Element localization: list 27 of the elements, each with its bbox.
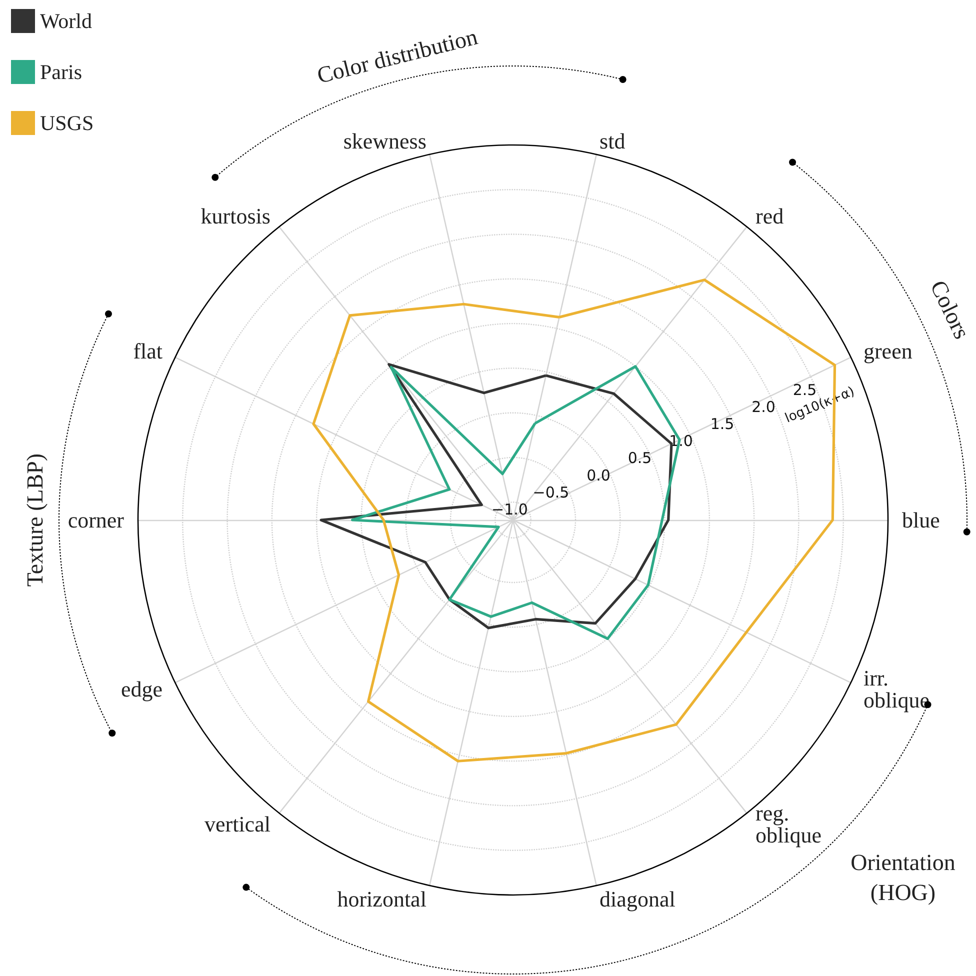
spoke-label: red xyxy=(756,203,784,228)
y-tick-label: 0.0 xyxy=(586,466,610,484)
spoke-label: std xyxy=(600,128,626,154)
spoke-label: blue xyxy=(902,508,940,532)
spoke-label: corner xyxy=(68,508,125,532)
y-tick-label: 0.5 xyxy=(628,449,652,468)
y-tick-label: 2.0 xyxy=(752,398,776,416)
spoke-label: flat xyxy=(133,338,163,364)
text: Texture (LBP) xyxy=(22,453,48,587)
y-tick-label: 1.5 xyxy=(710,415,734,434)
legend-label: Paris xyxy=(40,60,82,84)
text: Orientation (HOG) xyxy=(850,850,956,905)
spoke-label: diagonal xyxy=(600,886,676,912)
spoke-label: skewness xyxy=(343,128,426,154)
spoke-label: irr. oblique xyxy=(863,665,930,712)
text: Colors xyxy=(925,276,975,343)
spoke-label: horizontal xyxy=(337,886,426,912)
spoke-label: vertical xyxy=(204,812,270,837)
spoke-label: edge xyxy=(120,676,163,702)
spoke-label: kurtosis xyxy=(200,203,270,228)
legend-label: USGS xyxy=(40,111,94,135)
spoke-label: green xyxy=(863,338,912,364)
text: Color distribution xyxy=(314,24,481,88)
y-tick-label: −1.0 xyxy=(492,500,528,518)
spoke-label: reg. oblique xyxy=(756,800,822,848)
legend-label: World xyxy=(40,9,92,33)
y-tick-label: −0.5 xyxy=(532,483,570,502)
